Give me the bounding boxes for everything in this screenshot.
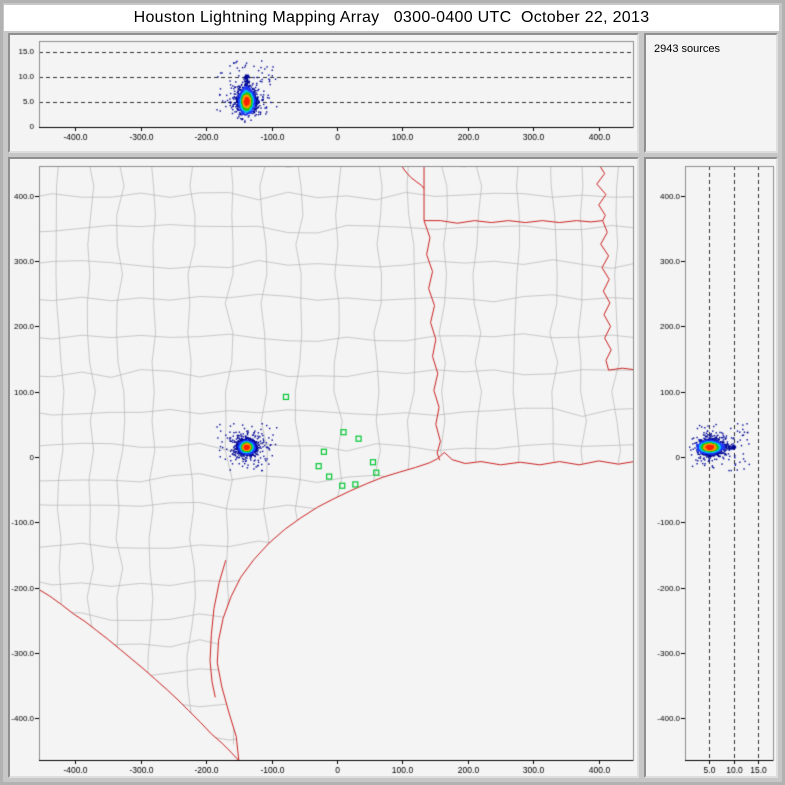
plan-view-map-panel <box>8 157 639 778</box>
sources-count-panel: 2943 sources <box>644 33 778 153</box>
plan-view-map-canvas[interactable] <box>10 159 637 776</box>
altitude-ew-plot-canvas[interactable] <box>10 35 637 151</box>
altitude-vs-ns-panel <box>644 157 778 778</box>
altitude-ns-plot-canvas[interactable] <box>646 159 775 776</box>
sources-count-label: 2943 sources <box>654 43 721 55</box>
altitude-vs-ew-panel <box>8 33 639 153</box>
page-title: Houston Lightning Mapping Array 0300-040… <box>4 5 779 31</box>
